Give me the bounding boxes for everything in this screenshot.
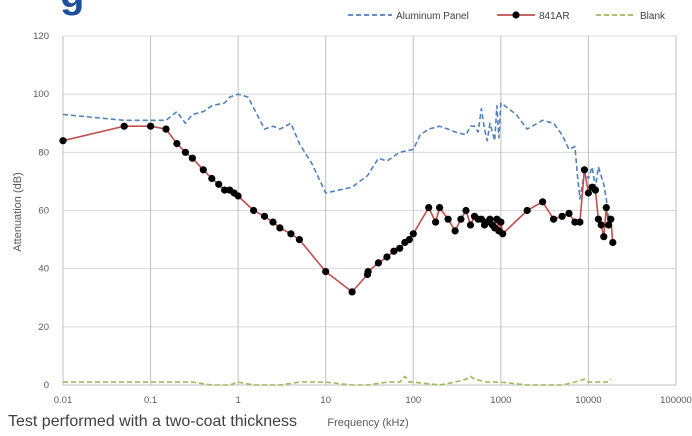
x-tick-label: 10000 (575, 395, 601, 406)
x-tick-label: 100 (405, 395, 421, 406)
data-point-841ar (451, 227, 459, 235)
data-point-841ar (181, 148, 189, 156)
data-point-841ar (120, 122, 128, 130)
data-point-841ar (390, 247, 398, 255)
data-point-841ar (486, 215, 494, 223)
data-point-841ar (59, 137, 67, 145)
data-point-841ar (576, 218, 584, 226)
data-point-841ar (269, 218, 277, 226)
data-point-841ar (477, 215, 485, 223)
heading-fragment: g (0, 0, 130, 16)
data-point-841ar (594, 215, 603, 223)
data-point-841ar (462, 206, 470, 215)
data-point-841ar (287, 230, 295, 238)
data-point-841ar (600, 233, 608, 241)
data-point-841ar (432, 218, 440, 226)
data-point-841ar (250, 206, 258, 215)
y-tick-label: 40 (38, 264, 49, 275)
data-point-841ar (591, 186, 600, 194)
data-point-841ar (602, 204, 610, 212)
data-point-841ar (374, 259, 382, 267)
data-point-841ar (436, 204, 444, 212)
data-point-841ar (584, 189, 593, 197)
tick-labels: 0 20 40 60 80 100 120 0.01 0.1 1 10 100 1000 10000 100… (33, 31, 692, 406)
data-point-841ar (188, 154, 196, 162)
y-tick-label: 100 (33, 89, 49, 100)
data-point-841ar (348, 288, 356, 296)
data-point-841ar (260, 212, 269, 220)
data-point-841ar (208, 174, 216, 183)
series-line-blank (63, 375, 612, 386)
data-point-841ar (199, 166, 207, 174)
legend-marker-841ar (512, 11, 520, 19)
data-point-841ar (147, 122, 155, 130)
y-tick-label: 120 (33, 31, 49, 42)
data-point-841ar (609, 238, 617, 247)
data-point-841ar (523, 206, 531, 215)
data-point-841ar (539, 198, 547, 206)
x-tick-label: 1 (235, 395, 240, 406)
caption: Test performed with a two-coat thickness (8, 413, 298, 430)
legend-label-aluminum-panel: Aluminum Panel (396, 11, 469, 22)
grid (62, 35, 677, 386)
data-point-841ar (405, 236, 413, 244)
legend-label-blank: Blank (640, 11, 666, 22)
data-point-841ar (162, 125, 170, 133)
y-tick-label: 80 (38, 147, 49, 158)
data-point-841ar (396, 244, 404, 252)
data-point-841ar (497, 218, 505, 226)
data-point-841ar (383, 253, 391, 261)
data-point-841ar (597, 221, 605, 229)
x-tick-label: 100000 (660, 395, 692, 406)
data-point-841ar (580, 166, 589, 174)
x-tick-label: 1000 (490, 395, 511, 406)
y-tick-label: 60 (38, 206, 49, 217)
data-point-841ar (215, 180, 223, 188)
data-point-841ar (295, 236, 303, 244)
data-point-841ar (499, 230, 507, 238)
data-point-841ar (571, 218, 579, 226)
data-point-841ar (565, 209, 573, 217)
data-point-841ar (550, 215, 558, 223)
x-axis-title: Frequency (kHz) (327, 417, 408, 429)
data-point-841ar (234, 192, 242, 200)
x-tick-label: 0.01 (54, 395, 73, 406)
data-point-841ar (409, 230, 417, 238)
data-point-841ar (173, 140, 181, 148)
data-point-841ar (607, 215, 615, 223)
x-tick-label: 10 (320, 395, 331, 406)
heading-fragment-text: g (60, 0, 130, 14)
data-point-841ar (558, 212, 566, 220)
data-point-841ar (605, 221, 613, 229)
legend: Aluminum Panel 841AR Blank (348, 11, 666, 22)
data-point-841ar (221, 186, 229, 194)
series-layer (59, 93, 617, 386)
data-point-841ar (425, 204, 433, 212)
series-line-aluminum-panel (62, 93, 612, 226)
data-point-841ar (276, 224, 284, 232)
data-point-841ar (444, 215, 452, 223)
data-point-841ar (466, 221, 475, 229)
data-point-841ar (322, 268, 330, 276)
y-tick-label: 0 (44, 380, 49, 391)
y-tick-label: 20 (38, 322, 49, 333)
legend-label-841ar: 841AR (539, 11, 570, 22)
y-axis-title: Attenuation (dB) (12, 172, 24, 252)
data-point-841ar (364, 268, 372, 276)
data-point-841ar (457, 215, 465, 223)
x-tick-label: 0.1 (144, 395, 157, 406)
